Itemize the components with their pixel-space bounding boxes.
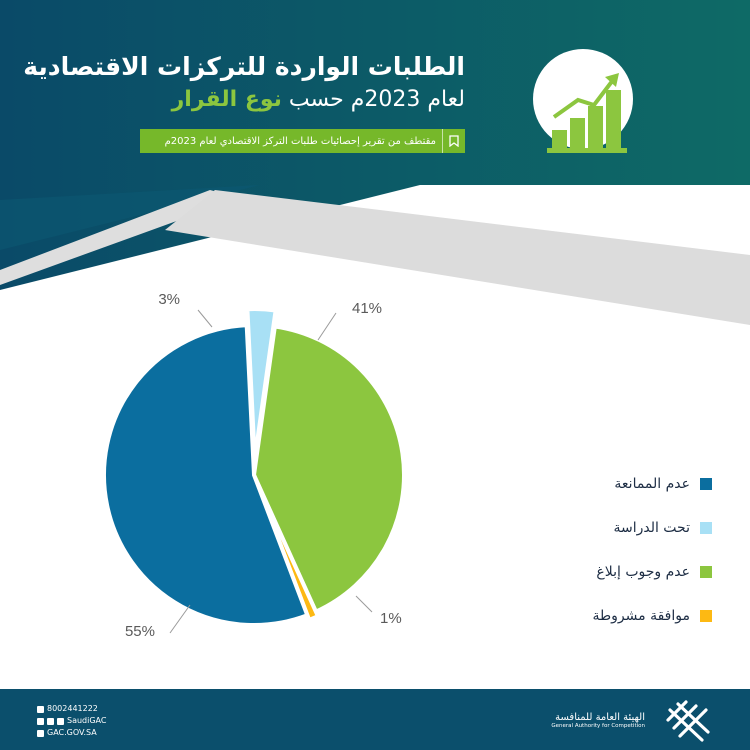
youtube-icon bbox=[57, 717, 64, 725]
x-icon bbox=[47, 717, 54, 725]
leader-line bbox=[197, 309, 213, 328]
legend-item-no-notification-required: عدم وجوب إبلاغ bbox=[512, 550, 712, 594]
legend-swatch bbox=[700, 566, 712, 578]
linkedin-icon bbox=[37, 717, 44, 725]
gray-diagonal-band-left bbox=[0, 190, 240, 285]
org-name: الهيئة العامة للمنافسة General Authority… bbox=[551, 712, 645, 729]
social-handle: SaudiGAC bbox=[67, 716, 107, 725]
footer-bar bbox=[0, 689, 750, 750]
title-line-2-highlight: نوع القرار bbox=[171, 87, 282, 112]
title-line-2: لعام 2023م حسب نوع القرار bbox=[25, 87, 465, 112]
globe-icon bbox=[37, 729, 44, 737]
slice-no-objection bbox=[102, 323, 310, 627]
legend-item-no-objection: عدم الممانعة bbox=[512, 462, 712, 506]
bookmark-icon bbox=[442, 129, 465, 153]
website-url: GAC.GOV.SA bbox=[47, 728, 97, 737]
phone-icon bbox=[37, 705, 44, 713]
contact-phone[interactable]: 8002441222 bbox=[37, 703, 106, 715]
legend-label: عدم وجوب إبلاغ bbox=[596, 564, 690, 580]
legend-label: تحت الدراسة bbox=[613, 520, 690, 536]
slice-conditional-approval bbox=[254, 478, 321, 623]
slice-under-review bbox=[245, 307, 278, 460]
legend-label: عدم الممانعة bbox=[614, 476, 690, 492]
value-label: 3% bbox=[158, 291, 180, 308]
legend-item-conditional-approval: موافقة مشروطة bbox=[512, 594, 712, 638]
contact-social[interactable]: SaudiGAC bbox=[37, 715, 106, 727]
leader-line bbox=[317, 312, 337, 341]
legend: عدم الممانعة تحت الدراسة عدم وجوب إبلاغ … bbox=[512, 462, 712, 638]
legend-swatch bbox=[700, 610, 712, 622]
slice-no-notification-required bbox=[251, 324, 406, 615]
source-note-text: مقتطف من تقرير إحصائيات طلبات التركز الا… bbox=[164, 135, 436, 147]
source-note-box: مقتطف من تقرير إحصائيات طلبات التركز الا… bbox=[140, 129, 465, 153]
legend-label: موافقة مشروطة bbox=[592, 608, 690, 624]
gray-diagonal-band-right bbox=[165, 190, 750, 325]
phone-number: 8002441222 bbox=[47, 704, 98, 713]
gac-logo-icon bbox=[666, 700, 710, 742]
title-line-2-prefix: لعام 2023م حسب bbox=[281, 87, 465, 112]
growth-bar-chart-icon bbox=[533, 49, 633, 153]
value-label: 55% bbox=[125, 623, 155, 640]
leader-line bbox=[355, 595, 373, 613]
contact-info: 8002441222 SaudiGAC GAC.GOV.SA bbox=[37, 703, 106, 739]
legend-item-under-review: تحت الدراسة bbox=[512, 506, 712, 550]
title-line-1: الطلبات الواردة للتركزات الاقتصادية bbox=[23, 52, 465, 81]
contact-website[interactable]: GAC.GOV.SA bbox=[37, 727, 106, 739]
value-label: 1% bbox=[380, 610, 402, 627]
value-label: 41% bbox=[352, 300, 382, 317]
legend-swatch bbox=[700, 478, 712, 490]
leader-line bbox=[169, 604, 191, 634]
org-name-english: General Authority for Competition bbox=[551, 723, 645, 729]
org-name-arabic: الهيئة العامة للمنافسة bbox=[555, 712, 645, 723]
legend-swatch bbox=[700, 522, 712, 534]
